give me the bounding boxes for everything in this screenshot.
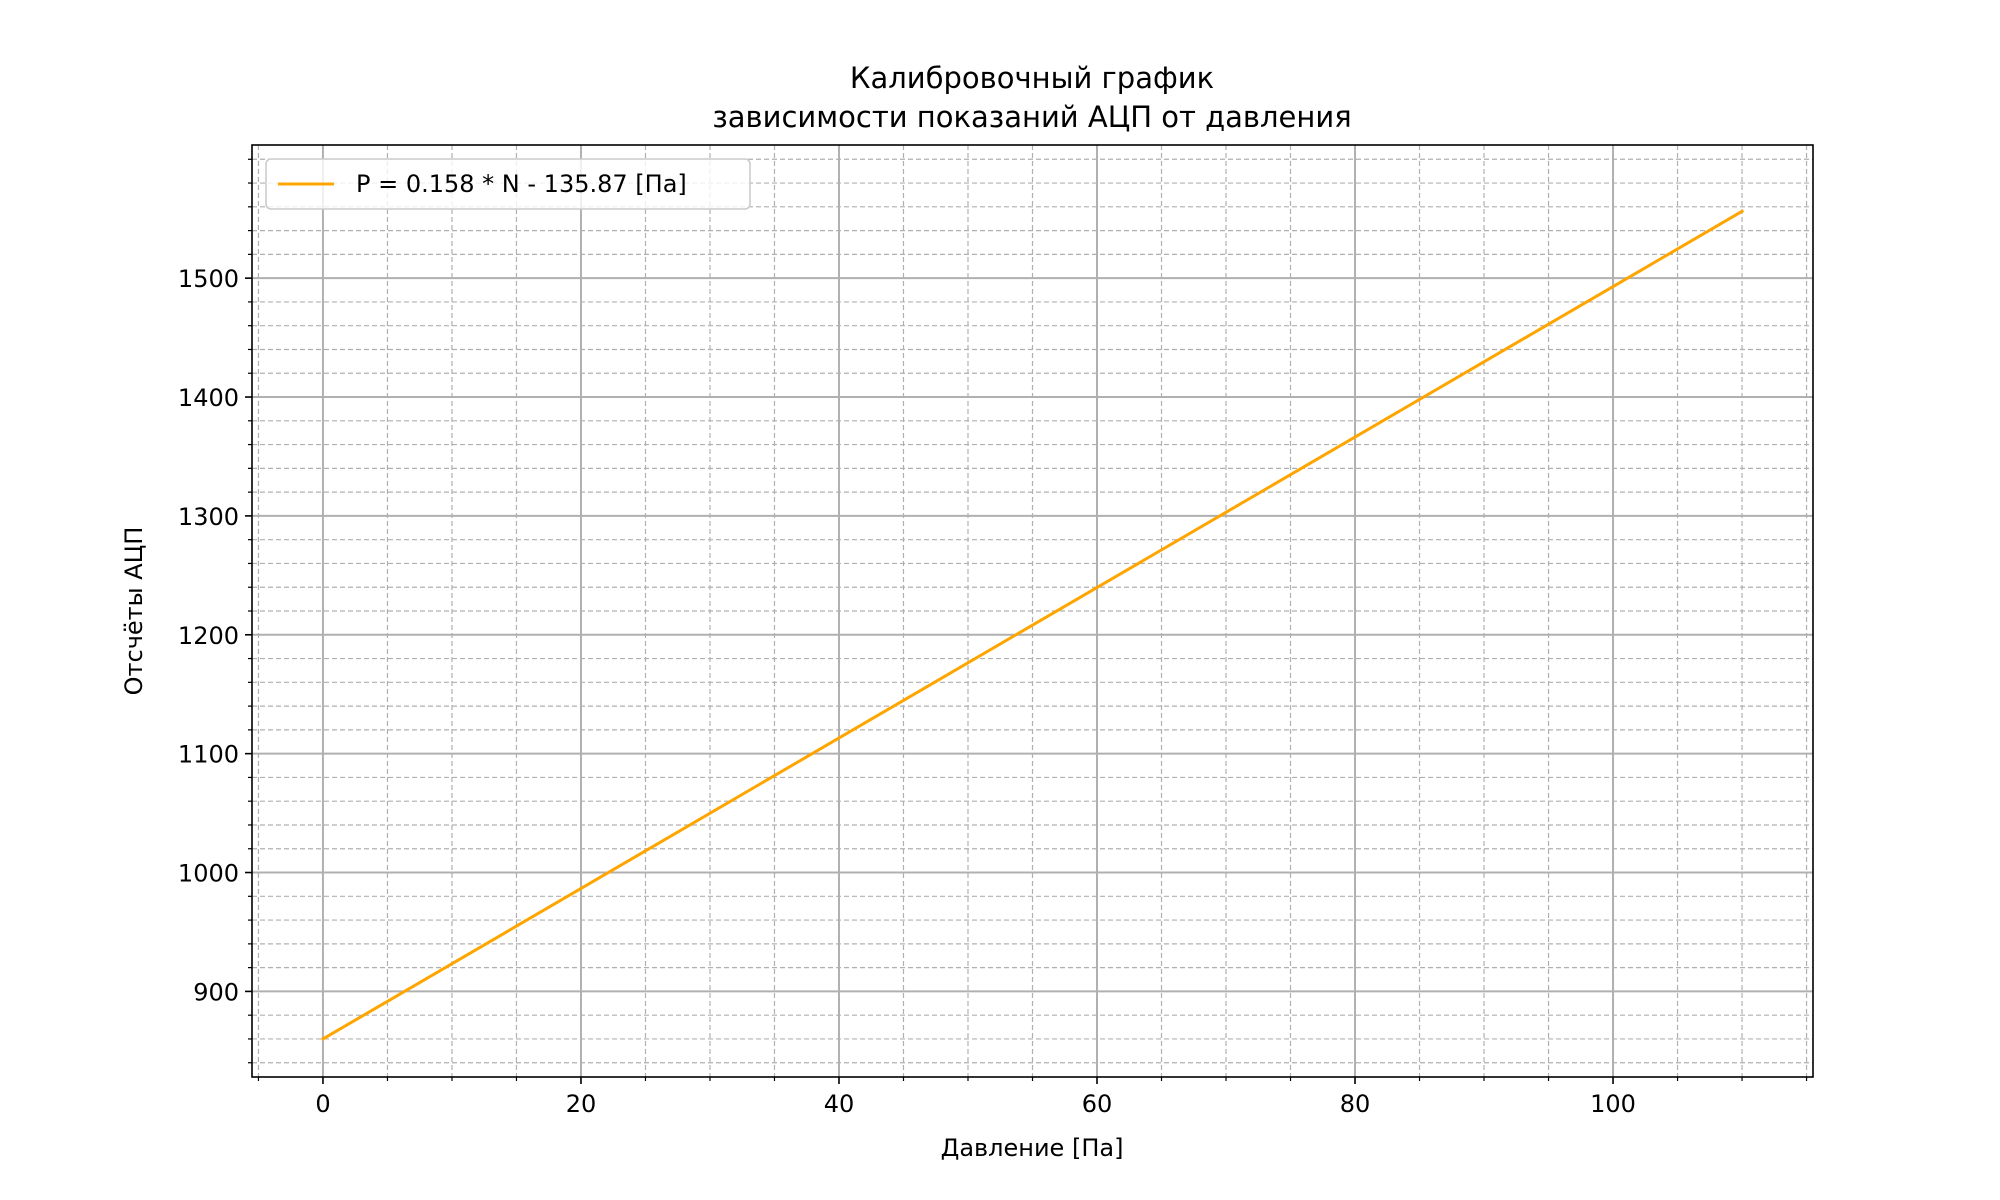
y-tick-label: 1300 — [178, 503, 239, 531]
major-grid — [252, 145, 1813, 1077]
y-tick-label: 900 — [193, 978, 239, 1006]
y-tick-label: 1000 — [178, 860, 239, 888]
y-tick-label: 1100 — [178, 741, 239, 769]
x-tick-label: 80 — [1340, 1090, 1371, 1118]
y-tick-labels: 900 1000 1100 1200 1300 1400 1500 — [178, 265, 239, 1006]
x-axis-label: Давление [Па] — [941, 1134, 1124, 1162]
x-tick-label: 40 — [824, 1090, 855, 1118]
chart-title-line-2: зависимости показаний АЦП от давления — [712, 100, 1351, 134]
axis-ticks — [245, 158, 1808, 1084]
y-tick-label: 1400 — [178, 384, 239, 412]
x-tick-label: 60 — [1082, 1090, 1113, 1118]
y-tick-label: 1500 — [178, 265, 239, 293]
x-tick-label: 100 — [1590, 1090, 1636, 1118]
chart-title: Калибровочный график зависимости показан… — [712, 61, 1351, 134]
x-tick-label: 20 — [566, 1090, 597, 1118]
y-tick-label: 1200 — [178, 622, 239, 650]
x-tick-labels: 0 20 40 60 80 100 — [315, 1090, 1636, 1118]
series-layer — [320, 209, 1745, 1042]
y-axis-label: Отсчёты АЦП — [120, 527, 148, 696]
chart-title-line-1: Калибровочный график — [850, 61, 1214, 95]
x-tick-label: 0 — [315, 1090, 330, 1118]
legend: P = 0.158 * N - 135.87 [Па] — [265, 158, 751, 210]
minor-grid — [252, 145, 1813, 1077]
legend-entry-label: P = 0.158 * N - 135.87 [Па] — [356, 170, 687, 198]
legend-box — [265, 158, 751, 210]
plot-area-frame — [251, 144, 1814, 1078]
series-line — [320, 209, 1745, 1042]
